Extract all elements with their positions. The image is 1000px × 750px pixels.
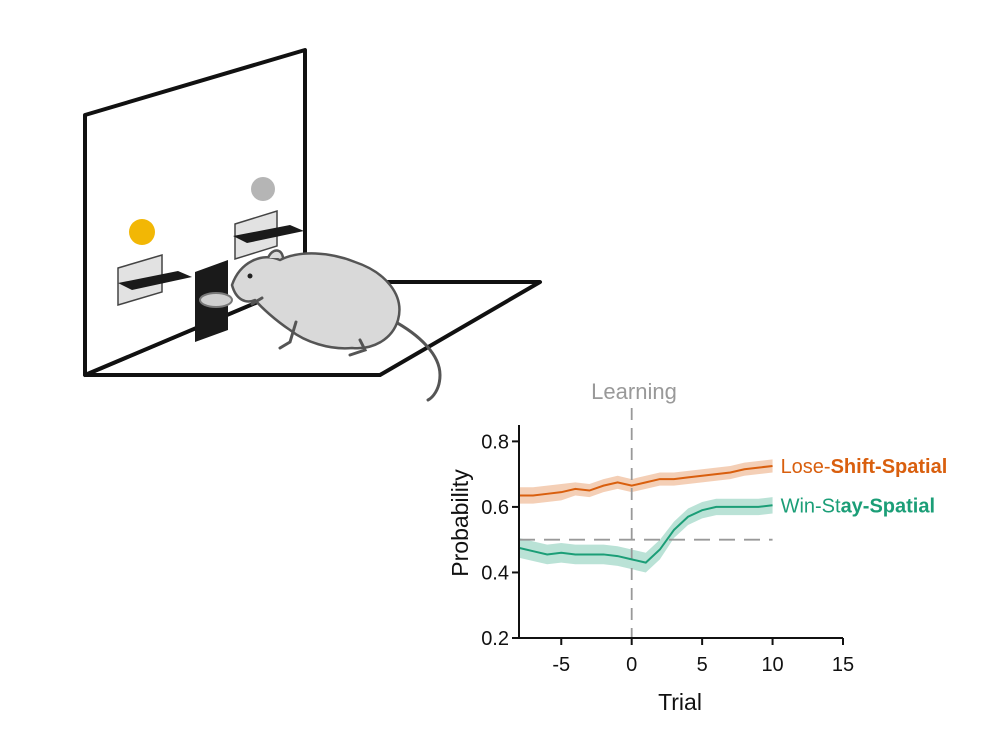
left-lever[interactable] xyxy=(118,271,192,290)
series-label-lose-shift: Lose-Shift-Spatial xyxy=(781,456,948,478)
x-tick-label: 10 xyxy=(761,654,783,676)
series-label-win-stay: Win-Stay-Spatial xyxy=(781,495,935,517)
food-cup xyxy=(199,292,233,308)
y-tick-label: 0.2 xyxy=(481,628,509,650)
series-band-win-stay xyxy=(519,497,773,573)
x-tick-label: 0 xyxy=(626,654,637,676)
y-tick-label: 0.6 xyxy=(481,497,509,519)
gray-light-icon xyxy=(251,177,275,201)
x-tick-label: 5 xyxy=(697,654,708,676)
y-tick-label: 0.8 xyxy=(481,431,509,453)
vline-label: Learning xyxy=(591,379,677,404)
yellow-light-icon xyxy=(129,219,155,245)
right-lever[interactable] xyxy=(233,225,304,243)
x-tick-label: 15 xyxy=(832,654,854,676)
rat-icon xyxy=(230,249,442,402)
y-tick-label: 0.4 xyxy=(481,562,509,584)
x-axis-title: Trial xyxy=(658,689,702,715)
series-line-lose-shift xyxy=(519,464,773,497)
y-axis-title: Probability xyxy=(447,469,473,577)
x-tick-label: -5 xyxy=(552,654,570,676)
series-line-win-stay xyxy=(518,504,773,564)
